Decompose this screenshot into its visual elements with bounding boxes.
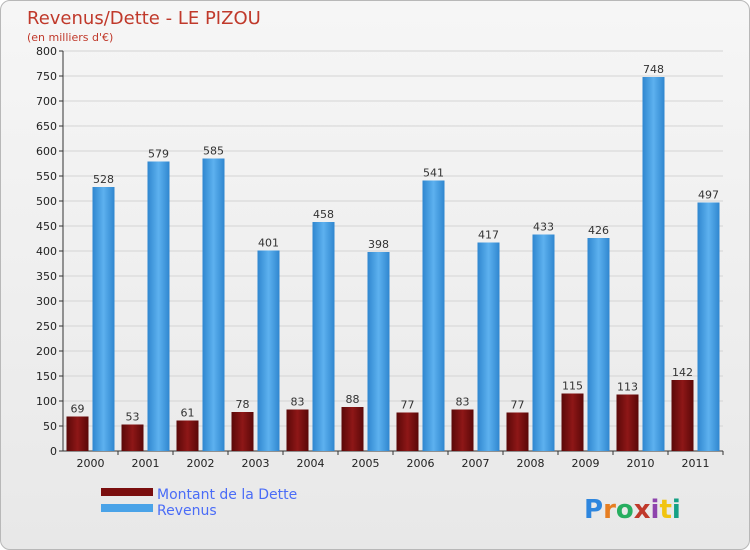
y-tick-label: 100 <box>36 395 57 408</box>
bar-dette <box>286 409 309 451</box>
bars <box>66 77 720 451</box>
x-tick-label: 2009 <box>572 457 600 470</box>
y-tick-label: 250 <box>36 320 57 333</box>
x-tick-label: 2004 <box>297 457 325 470</box>
value-label-dette: 78 <box>236 398 250 411</box>
y-tick-label: 800 <box>36 45 57 58</box>
x-tick-label: 2003 <box>242 457 270 470</box>
y-tick-label: 150 <box>36 370 57 383</box>
value-label-revenus: 426 <box>588 224 609 237</box>
value-label-revenus: 541 <box>423 167 444 180</box>
x-tick-label: 2006 <box>407 457 435 470</box>
bar-revenus <box>587 238 610 451</box>
bar-dette <box>506 412 529 451</box>
bar-revenus <box>312 222 335 451</box>
value-label-dette: 53 <box>126 411 140 424</box>
x-tick-label: 2007 <box>462 457 490 470</box>
value-label-dette: 77 <box>511 399 525 412</box>
bar-dette <box>561 393 584 451</box>
bar-dette <box>231 412 254 451</box>
bar-revenus <box>367 252 390 451</box>
x-tick-label: 2005 <box>352 457 380 470</box>
y-tick-label: 450 <box>36 220 57 233</box>
bar-dette <box>176 420 199 451</box>
bar-dette <box>396 412 419 451</box>
bar-dette <box>66 416 89 451</box>
y-tick-label: 600 <box>36 145 57 158</box>
bar-revenus <box>477 242 500 451</box>
y-tick-label: 750 <box>36 70 57 83</box>
bar-revenus <box>642 77 665 451</box>
y-tick-label: 0 <box>50 445 57 458</box>
x-tick-label: 2000 <box>77 457 105 470</box>
y-tick-label: 200 <box>36 345 57 358</box>
chart-subtitle: (en milliers d'€) <box>27 31 113 44</box>
value-label-dette: 113 <box>617 381 638 394</box>
value-label-revenus: 458 <box>313 208 334 221</box>
bar-dette <box>341 407 364 451</box>
x-tick-label: 2001 <box>132 457 160 470</box>
value-label-revenus: 433 <box>533 221 554 234</box>
value-label-revenus: 401 <box>258 237 279 250</box>
bar-revenus <box>532 234 555 451</box>
x-tick-label: 2011 <box>682 457 710 470</box>
y-tick-label: 50 <box>43 420 57 433</box>
value-label-dette: 77 <box>401 399 415 412</box>
legend-swatch-dette <box>101 488 153 496</box>
bar-dette <box>121 424 144 451</box>
bar-dette <box>616 394 639 451</box>
legend-label-revenus: Revenus <box>157 503 217 519</box>
value-label-revenus: 748 <box>643 63 664 76</box>
legend-label-dette: Montant de la Dette <box>157 487 297 503</box>
value-label-dette: 61 <box>181 407 195 420</box>
bar-revenus <box>92 187 115 451</box>
value-label-dette: 115 <box>562 380 583 393</box>
value-labels: 69 528 53 579 61 585 78 401 83 458 88 398 77 541 83 417… <box>71 63 720 424</box>
x-tick-label: 2008 <box>517 457 545 470</box>
value-label-revenus: 497 <box>698 189 719 202</box>
gridlines <box>63 50 723 452</box>
value-label-dette: 83 <box>456 396 470 409</box>
proxiti-logo: Proxiti <box>584 495 681 525</box>
value-label-revenus: 579 <box>148 148 169 161</box>
y-tick-label: 500 <box>36 195 57 208</box>
value-label-dette: 83 <box>291 396 305 409</box>
bar-revenus <box>697 202 720 451</box>
bar-dette <box>451 409 474 451</box>
value-label-dette: 88 <box>346 393 360 406</box>
y-tick-label: 650 <box>36 120 57 133</box>
value-label-dette: 69 <box>71 403 85 416</box>
bar-revenus <box>422 180 445 451</box>
value-label-revenus: 528 <box>93 173 114 186</box>
value-label-dette: 142 <box>672 366 693 379</box>
bar-revenus <box>147 161 170 451</box>
y-tick-label: 350 <box>36 270 57 283</box>
legend: Montant de la Dette Revenus <box>101 487 297 519</box>
bar-revenus <box>257 250 280 451</box>
chart-title: Revenus/Dette - LE PIZOU <box>27 8 261 29</box>
y-tick-label: 550 <box>36 170 57 183</box>
y-tick-label: 400 <box>36 245 57 258</box>
bar-revenus <box>202 158 225 451</box>
x-tick-label: 2010 <box>627 457 655 470</box>
x-tick-label: 2002 <box>187 457 215 470</box>
y-tick-label: 700 <box>36 95 57 108</box>
legend-swatch-revenus <box>101 504 153 512</box>
axes: 0 50 100 150 200 250 300 350 400 450 500 550 600 650 7… <box>36 45 724 470</box>
value-label-revenus: 585 <box>203 145 224 158</box>
value-label-revenus: 398 <box>368 238 389 251</box>
y-tick-label: 300 <box>36 295 57 308</box>
value-label-revenus: 417 <box>478 229 499 242</box>
bar-dette <box>671 380 694 451</box>
